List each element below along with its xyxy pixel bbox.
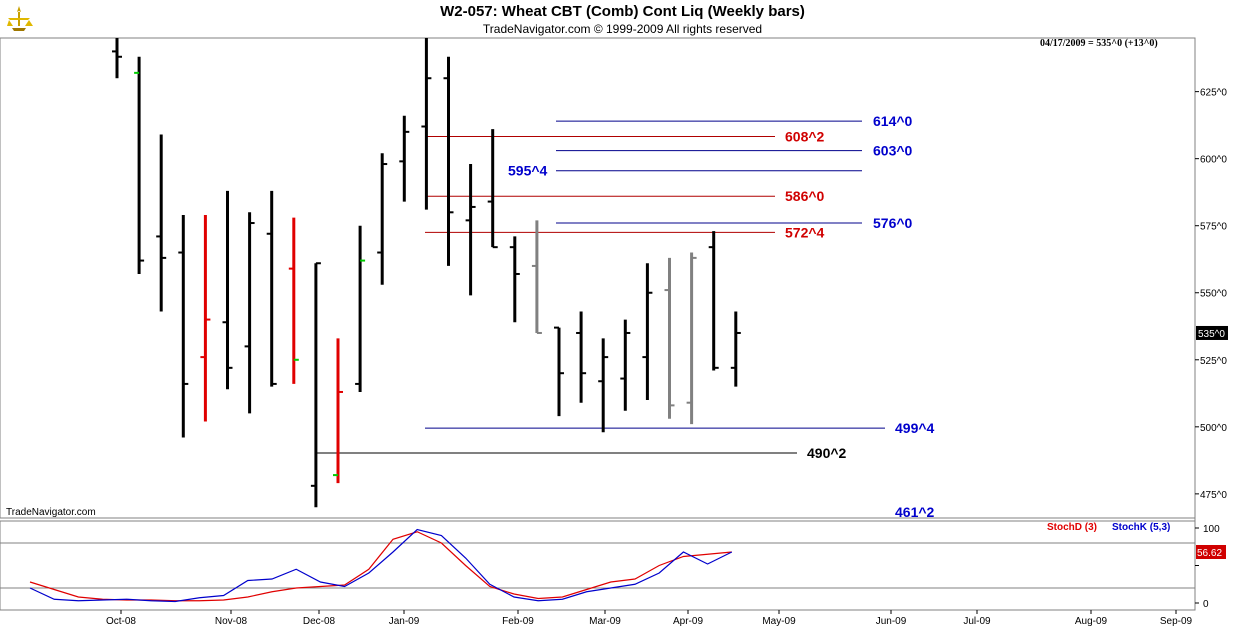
price-level-label: 461^2 — [895, 504, 935, 520]
time-axis-label: Nov-08 — [215, 616, 248, 627]
price-axis-label: 550^0 — [1200, 289, 1227, 300]
time-axis-label: May-09 — [762, 616, 796, 627]
oscillator-panel — [0, 520, 1196, 611]
time-axis-label: Dec-08 — [303, 616, 336, 627]
time-axis-label: Jul-09 — [963, 616, 991, 627]
price-level-label: 595^4 — [508, 163, 548, 179]
stoch-k-line — [29, 528, 733, 603]
price-level-label: 490^2 — [807, 445, 847, 461]
time-axis-label: Feb-09 — [502, 616, 534, 627]
price-axis-panel — [1195, 38, 1245, 610]
price-level-label: 576^0 — [873, 215, 913, 231]
osc-axis-label: 0 — [1203, 599, 1209, 610]
time-axis-label: Mar-09 — [589, 616, 621, 627]
price-axis-label: 475^0 — [1200, 490, 1227, 501]
time-axis-label: Aug-09 — [1075, 616, 1108, 627]
price-axis-label: 600^0 — [1200, 155, 1227, 166]
last-price-datestamp: 04/17/2009 = 535^0 (+13^0) — [1040, 38, 1158, 49]
stoch-d-legend: StochD (3) — [1047, 522, 1097, 533]
price-level-label: 614^0 — [873, 113, 913, 129]
trade-navigator-logo-icon — [7, 6, 33, 31]
price-panel — [0, 37, 1196, 519]
time-axis-label: Sep-09 — [1160, 616, 1193, 627]
stoch-k-legend: StochK (5,3) — [1112, 522, 1170, 533]
osc-last-value-label: 56.62 — [1197, 548, 1222, 559]
price-axis-label: 625^0 — [1200, 88, 1227, 99]
watermark-text: TradeNavigator.com — [6, 507, 96, 518]
time-axis-label: Jan-09 — [389, 616, 420, 627]
time-axis-label: Oct-08 — [106, 616, 136, 627]
price-level-label: 499^4 — [895, 420, 935, 436]
price-level-label: 572^4 — [785, 224, 825, 240]
price-axis-label: 500^0 — [1200, 423, 1227, 434]
time-axis-label: Jun-09 — [876, 616, 907, 627]
osc-last-value-tag — [1196, 545, 1226, 559]
last-price-label: 535^0 — [1198, 329, 1225, 340]
time-axis-label: Apr-09 — [673, 616, 703, 627]
chart-subtitle: TradeNavigator.com © 1999-2009 All right… — [482, 22, 763, 36]
price-axis-label: 525^0 — [1200, 356, 1227, 367]
price-level-label: 603^0 — [873, 143, 913, 159]
last-price-tag — [1196, 325, 1228, 340]
price-axis-label: 575^0 — [1200, 222, 1227, 233]
chart-title: W2-057: Wheat CBT (Comb) Cont Liq (Weekl… — [440, 3, 805, 20]
price-level-label: 586^0 — [785, 188, 825, 204]
price-level-label: 608^2 — [785, 129, 825, 145]
osc-axis-label: 100 — [1203, 524, 1220, 535]
